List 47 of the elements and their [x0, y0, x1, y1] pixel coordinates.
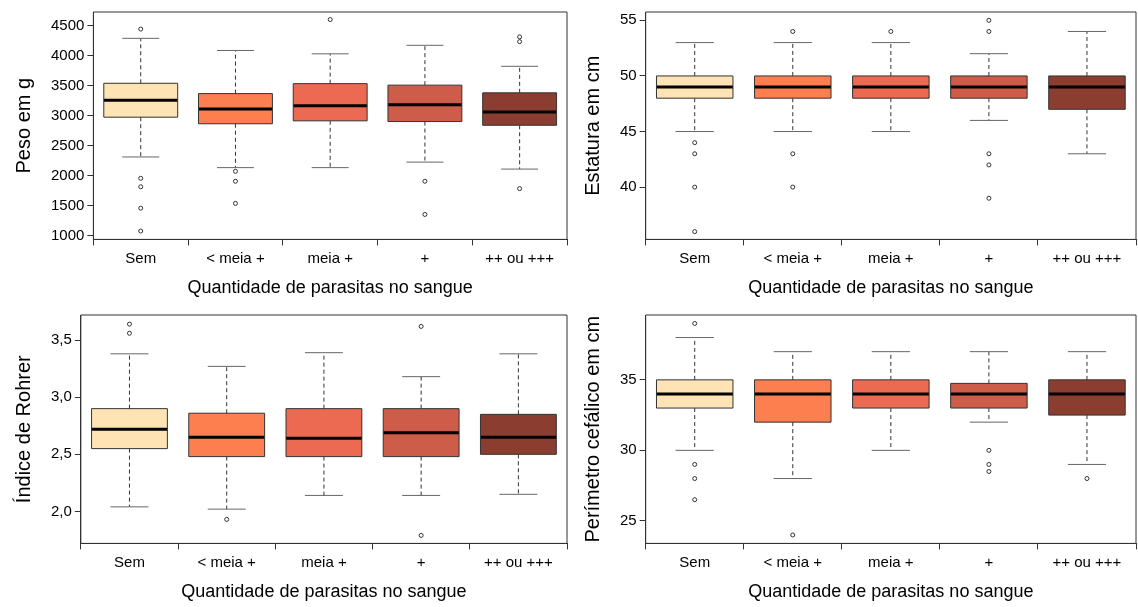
- x-tick-label: +: [416, 552, 426, 570]
- x-tick-label: Sem: [114, 552, 145, 570]
- y-tick-label: 2,0: [50, 501, 72, 519]
- x-tick-label: meia +: [301, 552, 347, 570]
- y-tick-label: 2000: [50, 165, 85, 183]
- y-tick-label: 30: [620, 440, 637, 458]
- x-axis-title: Quantidade de parasitas no sangue: [748, 581, 1034, 602]
- y-tick-label: 55: [620, 10, 637, 28]
- x-tick-label: meia +: [868, 248, 914, 266]
- x-tick-label: meia +: [868, 552, 914, 570]
- x-axis-title: Quantidade de parasitas no sangue: [748, 277, 1034, 298]
- y-tick-label: 2,5: [50, 444, 72, 462]
- y-axis-title: Estatura em cm: [580, 55, 603, 196]
- x-tick-label: ++ ou +++: [483, 552, 554, 570]
- y-tick-label: 45: [620, 121, 637, 139]
- y-axis-title: Peso em g: [11, 77, 34, 174]
- x-tick-label: ++ ou +++: [485, 248, 555, 266]
- x-tick-label: Sem: [679, 552, 711, 570]
- y-tick-label: 2500: [50, 135, 85, 153]
- y-tick-label: 35: [620, 369, 637, 387]
- x-tick-label: Sem: [679, 248, 711, 266]
- x-tick-label: < meia +: [197, 552, 257, 570]
- y-tick-label: 25: [620, 510, 637, 528]
- x-tick-label: meia +: [307, 248, 354, 266]
- x-axis-title: Quantidade de parasitas no sangue: [181, 581, 467, 602]
- y-tick-label: 1500: [50, 195, 85, 213]
- y-tick-label: 4000: [50, 45, 85, 63]
- y-axis-title: Índice de Rohrer: [11, 354, 34, 504]
- x-tick-label: < meia +: [763, 552, 823, 570]
- x-tick-label: ++ ou +++: [1052, 552, 1122, 570]
- y-tick-label: 3,5: [50, 330, 72, 348]
- y-tick-label: 3500: [50, 75, 85, 93]
- x-tick-label: +: [420, 248, 430, 266]
- y-axis-title: Perímetro cefálico em cm: [580, 315, 603, 543]
- y-tick-label: 50: [620, 66, 637, 84]
- y-tick-label: 40: [620, 177, 637, 195]
- y-tick-label: 4500: [50, 15, 85, 33]
- x-tick-label: Sem: [125, 248, 157, 266]
- x-tick-label: +: [984, 248, 994, 266]
- y-tick-label: 1000: [50, 225, 85, 243]
- x-tick-label: < meia +: [763, 248, 823, 266]
- y-tick-label: 3000: [50, 105, 85, 123]
- x-axis-title: Quantidade de parasitas no sangue: [187, 277, 473, 298]
- x-tick-label: +: [984, 552, 994, 570]
- x-tick-label: ++ ou +++: [1052, 248, 1122, 266]
- y-tick-label: 3,0: [50, 387, 72, 405]
- x-tick-label: < meia +: [206, 248, 265, 266]
